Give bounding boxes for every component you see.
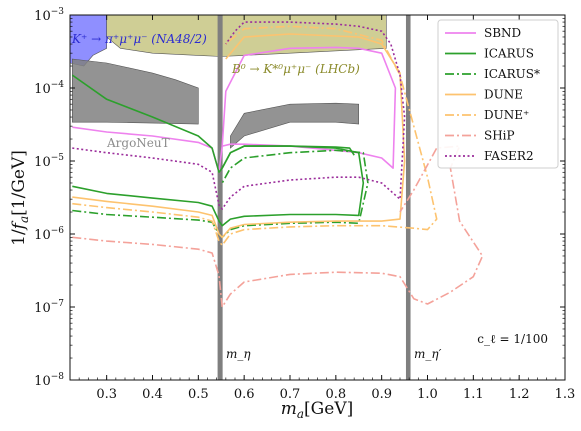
legend-label-dune: DUNE⁺ — [484, 108, 529, 122]
m-etaprime-annotation: m_η′ — [414, 347, 442, 361]
x-tick-label: 1.2 — [509, 387, 530, 402]
curve-ship — [72, 145, 484, 308]
y-tick-label: 10−7 — [34, 299, 64, 316]
x-tick-label: 0.4 — [142, 387, 163, 402]
y-tick-label: 10−4 — [34, 80, 64, 97]
x-axis-label: ma[GeV] — [281, 399, 353, 421]
legend: SBND ICARUS ICARUS* DUNE DUNE⁺ SHiP FASER2 — [437, 19, 559, 169]
curve-dune — [72, 25, 438, 247]
x-tick-label: 0.7 — [280, 387, 301, 402]
curve-faser2 — [72, 21, 406, 210]
na48-annotation: K⁺ → π⁺μ⁺μ⁻ (NA48/2) — [71, 32, 207, 46]
x-tick-label: 0.6 — [234, 387, 255, 402]
x-tick-label: 0.3 — [96, 387, 117, 402]
curve-icarus — [72, 149, 369, 239]
legend-label-sbnd: SBND — [484, 26, 521, 40]
coupling-annotation: c_ℓ = 1/100 — [477, 332, 548, 346]
sensitivity-curves — [71, 21, 484, 308]
x-tick-label: 0.8 — [325, 387, 346, 402]
x-tick-label: 1.0 — [417, 387, 438, 402]
x-tick-label: 1.1 — [463, 387, 484, 402]
region-na48-2 — [70, 15, 107, 67]
y-tick-label: 10−3 — [34, 7, 64, 24]
legend-box — [437, 19, 559, 169]
lhcb-annotation: B⁰ → K*⁰μ⁺μ⁻ (LHCb) — [231, 62, 360, 76]
legend-label-ship: SHiP — [484, 129, 515, 143]
x-tick-label: 0.5 — [188, 387, 209, 402]
curve-dune — [72, 33, 406, 239]
y-tick-label: 10−5 — [34, 153, 64, 170]
m-eta-annotation: m_η — [226, 347, 251, 361]
y-tick-label: 10−6 — [34, 226, 64, 243]
shaded-regions — [70, 15, 387, 149]
legend-label-icarus: ICARUS* — [484, 67, 540, 81]
y-tick-label: 10−8 — [34, 372, 64, 389]
legend-label-icarus: ICARUS — [484, 47, 534, 61]
region-argoneut-left — [72, 58, 199, 125]
x-tick-label: 1.3 — [555, 387, 576, 402]
region-argoneut-right — [230, 102, 360, 149]
argoneut-annotation: ArgoNeuT — [106, 136, 170, 150]
legend-label-faser2: FASER2 — [484, 149, 534, 163]
y-axis-label: 1/fa[1/GeV] — [9, 150, 31, 246]
axis-ticks: 0.3 0.4 0.5 0.6 0.7 0.8 0.9 1.0 1.1 1.2 1.3 10−8 10−… — [34, 7, 575, 402]
legend-label-dune: DUNE — [484, 88, 523, 102]
x-tick-label: 0.9 — [371, 387, 392, 402]
band-eta — [217, 15, 223, 380]
curve-icarus-lower — [72, 145, 365, 227]
